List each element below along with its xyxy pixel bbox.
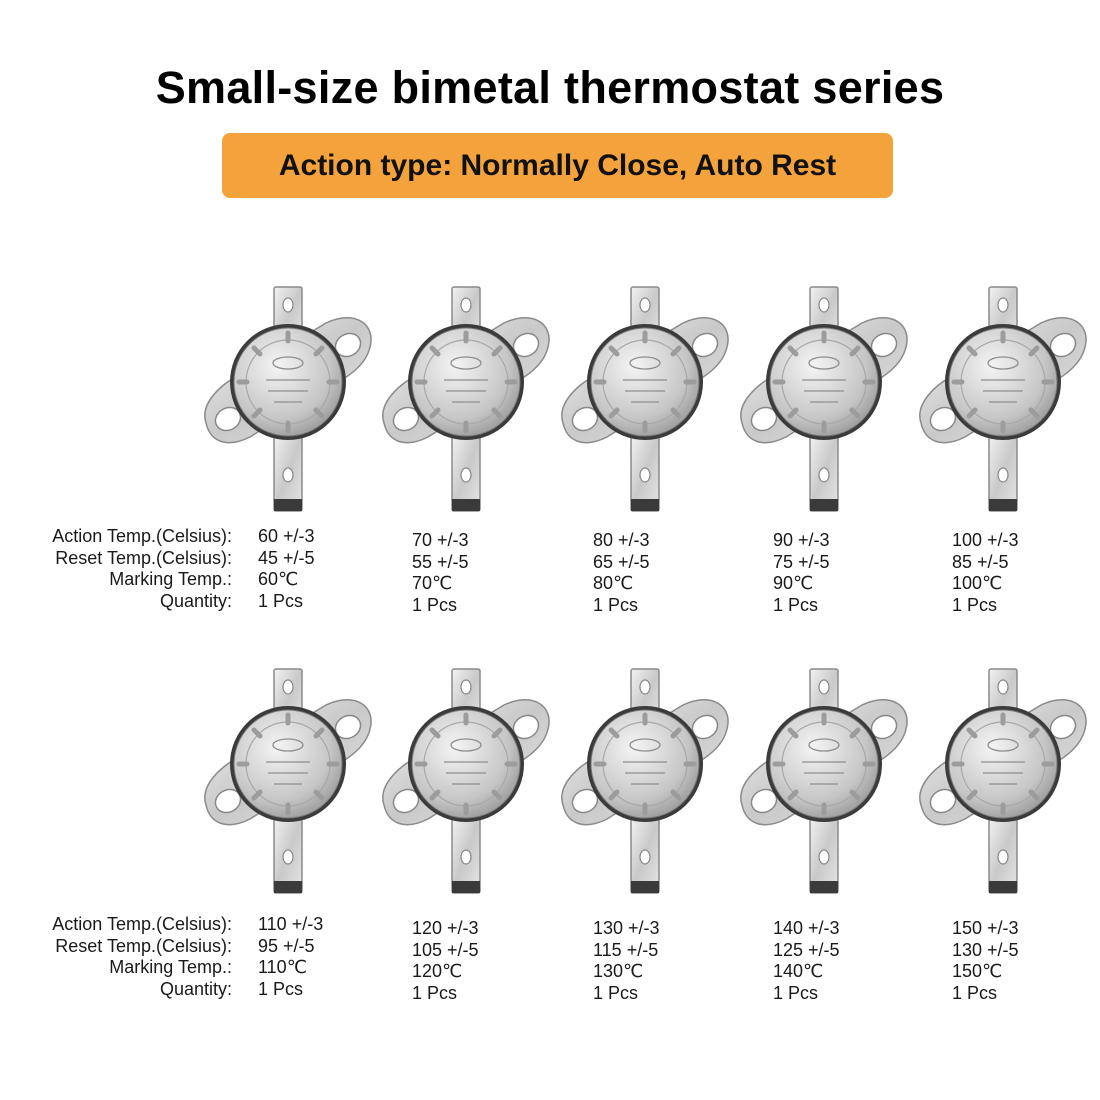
value-reset: 65 +/-5 [593,551,650,572]
value-marking: 150℃ [952,961,1003,981]
thermostat-icon [555,667,735,897]
value-action: 110 +/-3 [258,914,324,934]
value-reset: 115 +/-5 [593,939,659,960]
value-marking: 90℃ [773,573,814,593]
value-reset: 130 +/-5 [952,939,1019,960]
value-quantity: 1 Pcs [593,982,639,1003]
spec-values: 150 +/-3 130 +/-5 150℃ 1 Pcs [952,918,1019,1004]
value-action: 130 +/-3 [593,918,660,938]
value-reset: 105 +/-5 [412,939,479,960]
thermostat-icon [376,285,556,515]
value-quantity: 1 Pcs [412,982,458,1003]
value-marking: 60℃ [258,569,299,589]
label-marking: Marking Temp.: [109,957,232,977]
action-type-banner: Action type: Normally Close, Auto Rest [222,133,893,198]
spec-values: 80 +/-3 65 +/-5 80℃ 1 Pcs [593,530,650,616]
thermostat-icon [376,667,556,897]
value-action: 100 +/-3 [952,530,1019,550]
label-reset: Reset Temp.(Celsius): [55,547,232,568]
value-action: 150 +/-3 [952,918,1019,938]
thermostat-icon [198,285,378,515]
spec-values: 60 +/-3 45 +/-5 60℃ 1 Pcs [258,526,315,612]
value-quantity: 1 Pcs [412,594,458,615]
thermostat-icon [913,285,1093,515]
page-title: Small-size bimetal thermostat series [155,62,945,113]
value-marking: 80℃ [593,573,634,593]
value-reset: 95 +/-5 [258,935,315,956]
spec-values: 100 +/-3 85 +/-5 100℃ 1 Pcs [952,530,1019,616]
value-reset: 125 +/-5 [773,939,840,960]
value-marking: 110℃ [258,957,307,977]
value-quantity: 1 Pcs [773,982,819,1003]
spec-labels: Action Temp.(Celsius): Reset Temp.(Celsiu… [0,914,232,1000]
value-marking: 100℃ [952,573,1003,593]
label-marking: Marking Temp.: [109,569,232,589]
value-quantity: 1 Pcs [258,590,304,611]
value-reset: 85 +/-5 [952,551,1009,572]
spec-values: 120 +/-3 105 +/-5 120℃ 1 Pcs [412,918,479,1004]
value-quantity: 1 Pcs [952,982,998,1003]
value-action: 90 +/-3 [773,530,830,550]
spec-values: 70 +/-3 55 +/-5 70℃ 1 Pcs [412,530,469,616]
value-action: 70 +/-3 [412,530,469,550]
spec-values: 130 +/-3 115 +/-5 130℃ 1 Pcs [593,918,660,1004]
value-marking: 130℃ [593,961,644,981]
value-action: 80 +/-3 [593,530,650,550]
value-marking: 120℃ [412,961,463,981]
label-reset: Reset Temp.(Celsius): [55,935,232,956]
spec-labels: Action Temp.(Celsius): Reset Temp.(Celsiu… [0,526,232,612]
thermostat-icon [198,667,378,897]
value-quantity: 1 Pcs [258,978,304,999]
value-marking: 70℃ [412,573,453,593]
value-action: 120 +/-3 [412,918,479,938]
label-quantity: Quantity: [159,978,232,999]
thermostat-icon [734,667,914,897]
label-action: Action Temp.(Celsius): [52,914,232,934]
value-marking: 140℃ [773,961,824,981]
value-quantity: 1 Pcs [773,594,819,615]
label-quantity: Quantity: [159,590,232,611]
thermostat-icon [734,285,914,515]
value-reset: 45 +/-5 [258,547,315,568]
label-action: Action Temp.(Celsius): [52,526,232,546]
value-quantity: 1 Pcs [952,594,998,615]
value-action: 140 +/-3 [773,918,840,938]
spec-values: 90 +/-3 75 +/-5 90℃ 1 Pcs [773,530,830,616]
spec-values: 140 +/-3 125 +/-5 140℃ 1 Pcs [773,918,840,1004]
spec-values: 110 +/-3 95 +/-5 110℃ 1 Pcs [258,914,323,1000]
value-reset: 55 +/-5 [412,551,469,572]
value-reset: 75 +/-5 [773,551,830,572]
thermostat-icon [555,285,735,515]
value-quantity: 1 Pcs [593,594,639,615]
thermostat-icon [913,667,1093,897]
value-action: 60 +/-3 [258,526,315,546]
